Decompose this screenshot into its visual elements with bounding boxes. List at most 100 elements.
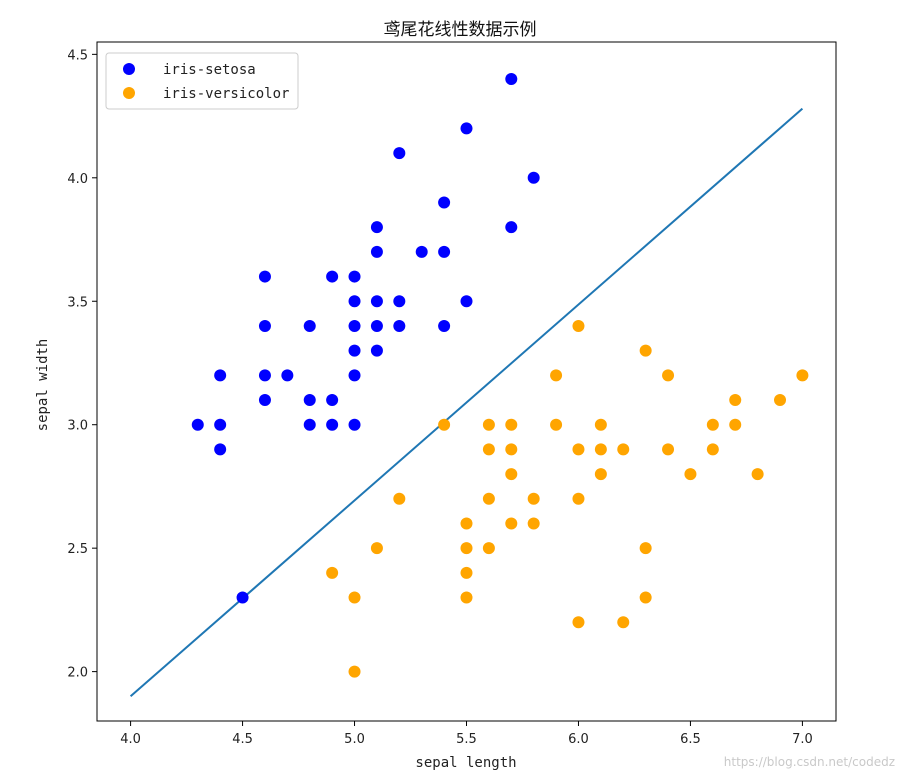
legend-label-iris-versicolor: iris-versicolor [163,86,289,102]
point-iris-versicolor [594,418,607,431]
point-iris-versicolor [505,468,518,481]
legend-frame [105,52,299,110]
point-iris-setosa [370,319,383,332]
point-iris-versicolor [774,394,787,407]
y-axis: 2.0 2.5 3.0 3.5 4.0 4.5 [67,48,97,681]
y-tick-label: 3.5 [67,295,88,310]
point-iris-setosa [415,245,428,258]
point-iris-versicolor [684,468,697,481]
point-iris-versicolor [505,418,518,431]
point-iris-setosa [393,147,406,160]
point-iris-versicolor [706,443,719,456]
point-iris-setosa [326,418,339,431]
point-iris-setosa [214,418,227,431]
point-iris-versicolor [617,616,630,629]
x-tick-label: 5.0 [344,732,365,747]
point-iris-setosa [303,394,316,407]
point-iris-setosa [236,591,249,604]
point-iris-setosa [438,245,451,258]
point-iris-setosa [258,319,271,332]
point-iris-setosa [191,418,204,431]
point-iris-versicolor [594,468,607,481]
point-iris-setosa [370,295,383,308]
point-iris-versicolor [662,369,675,382]
point-iris-versicolor [572,492,585,505]
point-iris-versicolor [706,418,719,431]
points-layer [191,73,809,678]
x-tick-label: 5.5 [456,732,477,747]
point-iris-versicolor [572,443,585,456]
point-iris-setosa [348,369,361,382]
point-iris-versicolor [550,369,563,382]
point-iris-versicolor [370,542,383,555]
x-tick-label: 4.5 [232,732,253,747]
point-iris-versicolor [326,566,339,579]
point-iris-setosa [460,295,473,308]
y-axis-label: sepal width [35,339,51,432]
point-iris-versicolor [482,443,495,456]
legend-marker-iris-versicolor [123,87,135,99]
point-iris-setosa [214,443,227,456]
point-iris-versicolor [348,665,361,678]
point-iris-versicolor [796,369,809,382]
point-iris-versicolor [662,443,675,456]
point-iris-versicolor [751,468,764,481]
point-iris-versicolor [348,591,361,604]
point-iris-setosa [505,73,518,86]
point-iris-setosa [258,270,271,283]
x-axis: 4.0 4.5 5.0 5.5 6.0 6.5 7.0 [120,721,813,747]
point-iris-versicolor [729,394,742,407]
point-iris-versicolor [482,492,495,505]
y-tick-label: 2.5 [67,542,88,557]
point-iris-setosa [348,344,361,357]
point-iris-setosa [326,270,339,283]
x-tick-label: 4.0 [120,732,141,747]
x-axis-label: sepal length [415,755,516,771]
legend: iris-setosa iris-versicolor [105,52,299,110]
point-iris-setosa [527,171,540,184]
point-iris-setosa [303,418,316,431]
y-tick-label: 4.0 [67,172,88,187]
point-iris-versicolor [460,517,473,530]
point-iris-setosa [348,295,361,308]
point-iris-versicolor [639,344,652,357]
point-iris-setosa [370,344,383,357]
point-iris-versicolor [639,591,652,604]
point-iris-setosa [370,221,383,234]
point-iris-versicolor [617,443,630,456]
point-iris-versicolor [438,418,451,431]
point-iris-setosa [258,394,271,407]
point-iris-versicolor [505,517,518,530]
point-iris-setosa [370,245,383,258]
point-iris-setosa [348,270,361,283]
point-iris-versicolor [594,443,607,456]
legend-marker-iris-setosa [123,63,135,75]
point-iris-setosa [438,196,451,209]
point-iris-setosa [214,369,227,382]
point-iris-versicolor [505,443,518,456]
y-tick-label: 4.5 [67,48,88,63]
point-iris-setosa [393,319,406,332]
point-iris-versicolor [550,418,563,431]
point-iris-setosa [505,221,518,234]
x-tick-label: 6.0 [568,732,589,747]
chart-title: 鸢尾花线性数据示例 [384,20,537,40]
point-iris-setosa [348,319,361,332]
point-iris-versicolor [482,542,495,555]
point-iris-versicolor [527,517,540,530]
y-tick-label: 3.0 [67,419,88,434]
point-iris-setosa [393,295,406,308]
x-tick-label: 7.0 [792,732,813,747]
point-iris-versicolor [729,418,742,431]
point-iris-versicolor [572,319,585,332]
point-iris-setosa [326,394,339,407]
point-iris-versicolor [639,542,652,555]
point-iris-setosa [303,319,316,332]
point-iris-versicolor [460,542,473,555]
point-iris-versicolor [460,591,473,604]
watermark: https://blog.csdn.net/codedz [724,755,895,769]
point-iris-setosa [348,418,361,431]
point-iris-versicolor [527,492,540,505]
